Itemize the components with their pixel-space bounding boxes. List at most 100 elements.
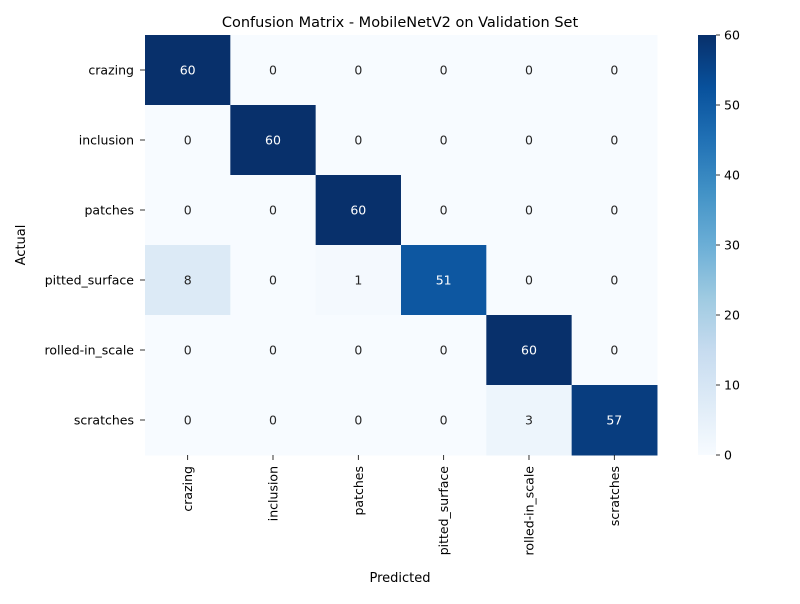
- heatmap-cell: [145, 105, 231, 176]
- cell-value-label: 0: [440, 343, 448, 358]
- heatmap-cell: [230, 315, 317, 386]
- x-tick-label: patches: [351, 466, 366, 516]
- y-axis: crazing inclusion patches pitted_surfacerol…: [45, 63, 145, 428]
- y-tick-label: patches: [85, 203, 135, 218]
- heatmap-cell: [315, 105, 402, 176]
- x-tick-label: pitted_surface: [436, 466, 451, 556]
- heatmap-cell: [486, 105, 573, 176]
- heatmap-cell: [315, 245, 402, 316]
- heatmap-cell: [486, 385, 573, 456]
- heatmap-cell: [571, 315, 658, 386]
- cell-value-label: 60: [350, 203, 366, 218]
- cell-value-label: 0: [440, 133, 448, 148]
- cell-value-label: 0: [525, 133, 533, 148]
- heatmap-cell: [230, 245, 317, 316]
- cell-value-label: 0: [440, 63, 448, 78]
- heatmap-cell: [145, 175, 231, 246]
- x-tick-label: rolled-in_scale: [521, 466, 536, 556]
- colorbar-tick-label: 40: [724, 168, 740, 183]
- cell-value-label: 60: [521, 343, 537, 358]
- cell-value-label: 60: [180, 63, 196, 78]
- cell-value-label: 0: [184, 203, 192, 218]
- cell-value-label: 0: [610, 203, 618, 218]
- cell-value-label: 51: [436, 273, 452, 288]
- colorbar-tick-label: 60: [724, 28, 740, 43]
- cell-value-label: 0: [269, 343, 277, 358]
- cell-value-label: 0: [269, 63, 277, 78]
- heatmap-cell: [486, 175, 573, 246]
- cell-value-label: 8: [184, 273, 192, 288]
- x-axis-label: Predicted: [369, 571, 430, 586]
- heatmap-cell: [315, 35, 402, 106]
- heatmap-cell: [400, 175, 487, 246]
- y-tick-label: scratches: [74, 413, 134, 428]
- heatmap-cell: [400, 105, 487, 176]
- cell-value-label: 0: [354, 133, 362, 148]
- colorbar-tick-label: 0: [724, 448, 732, 463]
- heatmap-cell: [145, 35, 231, 106]
- heatmap-cell: [571, 175, 658, 246]
- heatmap-cell: [145, 245, 231, 316]
- x-tick-label: crazing: [180, 466, 195, 512]
- y-tick-label: pitted_surface: [45, 273, 135, 288]
- chart-title: Confusion Matrix - MobileNetV2 on Valida…: [222, 15, 579, 31]
- colorbar-tick-label: 10: [724, 378, 740, 393]
- heatmap-cell: [571, 35, 658, 106]
- x-tick-label: scratches: [607, 466, 622, 526]
- cell-value-label: 0: [525, 273, 533, 288]
- cell-value-label: 0: [610, 343, 618, 358]
- heatmap-cell: [145, 315, 231, 386]
- cell-value-label: 0: [269, 203, 277, 218]
- cell-value-label: 0: [610, 133, 618, 148]
- cell-value-label: 0: [525, 63, 533, 78]
- cell-value-label: 0: [354, 413, 362, 428]
- heatmap-cell: [571, 245, 658, 316]
- y-axis-label: Actual: [14, 225, 29, 266]
- heatmap-cell: [571, 105, 658, 176]
- colorbar-tick-label: 50: [724, 98, 740, 113]
- heatmap-cells: [145, 35, 658, 456]
- heatmap-cell: [400, 315, 487, 386]
- heatmap-cell: [486, 245, 573, 316]
- heatmap-cell: [230, 105, 317, 176]
- heatmap-cell: [315, 175, 402, 246]
- cell-value-label: 0: [184, 343, 192, 358]
- cell-value-label: 57: [606, 413, 622, 428]
- colorbar: 0 10 20 30 40 50 60: [698, 28, 740, 463]
- cell-value-label: 0: [354, 63, 362, 78]
- heatmap-cell: [400, 245, 487, 316]
- heatmap-cell: [230, 175, 317, 246]
- heatmap-cell: [315, 385, 402, 456]
- cell-value-label: 3: [525, 413, 533, 428]
- heatmap-cell: [230, 35, 317, 106]
- cell-value-label: 60: [265, 133, 281, 148]
- cell-value-label: 0: [610, 63, 618, 78]
- cell-value-label: 0: [354, 343, 362, 358]
- cell-value-label: 0: [525, 203, 533, 218]
- heatmap-cell: [486, 315, 573, 386]
- y-tick-label: inclusion: [79, 133, 134, 148]
- cell-value-label: 0: [269, 413, 277, 428]
- heatmap-cell: [230, 385, 317, 456]
- y-tick-label: rolled-in_scale: [45, 343, 135, 358]
- x-tick-label: inclusion: [265, 466, 280, 521]
- colorbar-tick-label: 30: [724, 238, 740, 253]
- heatmap-cell: [145, 385, 231, 456]
- y-tick-label: crazing: [88, 63, 134, 78]
- colorbar-tick-label: 20: [724, 308, 740, 323]
- heatmap-cell: [400, 35, 487, 106]
- cell-value-label: 0: [184, 133, 192, 148]
- cell-value-label: 0: [440, 203, 448, 218]
- cell-value-label: 0: [610, 273, 618, 288]
- cell-value-label: 0: [440, 413, 448, 428]
- cell-value-label: 0: [184, 413, 192, 428]
- heatmap-cell: [571, 385, 658, 456]
- x-axis: crazing inclusion patches pitted_surface rol…: [180, 455, 622, 555]
- heatmap-cell: [315, 315, 402, 386]
- cell-labels: 60 0 0 0 0 0 0 60 0 0 0 0 0 0 60 0 0 0 8 0 1 51 0 0 0 0 0 0 60 0 0 0 0 0 3…: [180, 63, 623, 428]
- colorbar-gradient: [698, 35, 716, 455]
- cell-value-label: 1: [354, 273, 362, 288]
- heatmap-cell: [400, 385, 487, 456]
